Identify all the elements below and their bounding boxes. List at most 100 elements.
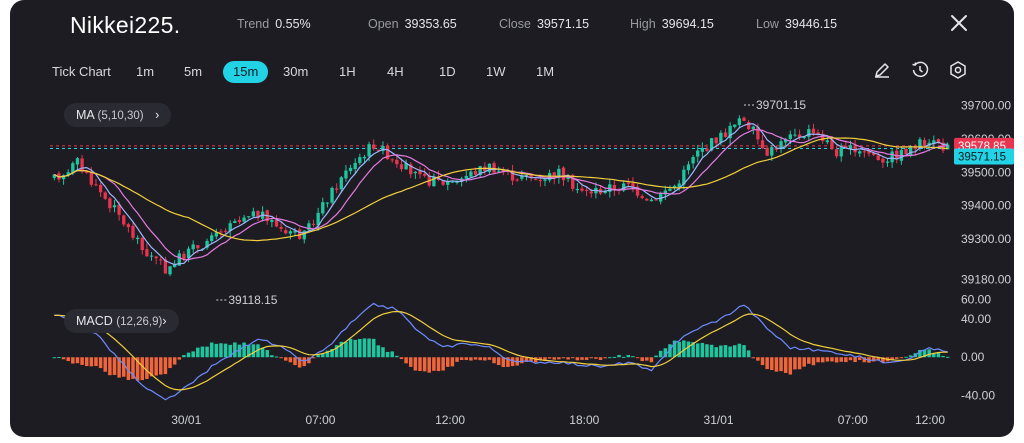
macd-histogram-bar: [751, 357, 756, 359]
macd-histogram-bar: [672, 340, 677, 358]
macd-histogram-bar: [233, 342, 237, 358]
candle-body: [307, 223, 311, 230]
candle-body: [871, 153, 876, 155]
candle-body: [802, 137, 806, 139]
candle-body: [848, 145, 853, 149]
candle-body: [279, 226, 283, 229]
candle-body: [432, 176, 436, 187]
settings-hex-icon[interactable]: [948, 60, 968, 80]
timeframe-5m[interactable]: 5m: [184, 64, 203, 79]
macd-histogram-bar: [594, 357, 598, 359]
candle-body: [946, 144, 950, 150]
macd-histogram-bar: [566, 357, 570, 360]
macd-histogram-bar: [316, 354, 320, 358]
candle-body: [885, 161, 890, 163]
macd-histogram-bar: [830, 357, 834, 362]
macd-histogram-bar: [75, 357, 80, 364]
macd-histogram-bar: [635, 357, 640, 359]
macd-histogram-bar: [797, 357, 802, 370]
candle-body: [793, 134, 797, 136]
macd-histogram-bar: [686, 341, 691, 358]
low-stat: Low 39446.15: [756, 17, 837, 31]
candle-body: [621, 183, 626, 191]
timeframe-1h[interactable]: 1H: [339, 64, 356, 79]
time-axis-label: 18:00: [569, 413, 599, 427]
candle-body: [284, 230, 288, 234]
candle-body: [117, 204, 121, 215]
candle-body: [367, 144, 371, 157]
ma10-line: [54, 129, 948, 261]
candle-body: [335, 188, 339, 190]
macd-histogram-bar: [145, 357, 149, 379]
candle-body: [311, 223, 316, 225]
timeframe-1w[interactable]: 1W: [486, 64, 506, 79]
macd-histogram-bar: [682, 340, 686, 358]
macd-histogram-bar: [876, 357, 881, 361]
candle-body: [251, 211, 256, 217]
candle-body: [709, 138, 714, 151]
timeframe-1mo[interactable]: 1M: [536, 64, 555, 79]
candle-body: [663, 190, 667, 195]
macd-histogram-bar: [756, 357, 760, 361]
min-price-label: 39118.15: [228, 293, 277, 307]
candle-body: [145, 249, 149, 257]
macd-histogram-bar: [339, 341, 344, 358]
ma-indicator-pill[interactable]: MA (5,10,30) ›: [64, 103, 172, 127]
candle-body: [85, 170, 89, 173]
macd-histogram-bar: [293, 357, 297, 366]
candle-body: [571, 175, 575, 189]
candle-body: [589, 191, 593, 194]
macd-histogram-bar: [66, 357, 70, 362]
open-value: 39353.65: [404, 17, 457, 31]
candle-body: [163, 259, 168, 274]
timer-icon[interactable]: [910, 60, 930, 80]
close-icon[interactable]: [948, 12, 970, 34]
macd-histogram-bar: [441, 357, 445, 371]
macd-histogram-bar: [270, 355, 274, 358]
macd-histogram-bar: [418, 357, 422, 372]
pencil-icon[interactable]: [872, 60, 892, 80]
candle-body: [61, 175, 66, 180]
timeframe-30m[interactable]: 30m: [283, 64, 309, 79]
timeframe-15m[interactable]: 15m: [223, 61, 269, 83]
candle-body: [746, 122, 751, 130]
macd-histogram-bar: [103, 357, 107, 372]
macd-histogram-bar: [557, 357, 561, 360]
macd-histogram-bar: [677, 341, 681, 358]
candle-body: [719, 132, 723, 143]
candle-body: [409, 164, 413, 175]
price-axis-label: 39500.00: [961, 165, 1011, 179]
candle-body: [774, 148, 779, 150]
candle-body: [80, 158, 84, 172]
candle-body: [612, 184, 617, 191]
timeframe-4h[interactable]: 4H: [387, 64, 404, 79]
candle-body: [626, 182, 630, 184]
macd-indicator-pill[interactable]: MACD (12,26,9)›: [64, 309, 179, 333]
high-value: 39694.15: [661, 17, 714, 31]
macd-histogram-bar: [432, 357, 436, 371]
macd-histogram-bar: [80, 357, 84, 365]
macd-histogram-bar: [483, 357, 487, 361]
candle-body: [228, 223, 232, 231]
macd-histogram-bar: [330, 349, 334, 358]
macd-histogram-bar: [385, 351, 390, 358]
macd-histogram-bar: [219, 343, 223, 358]
ma5-line: [54, 123, 948, 266]
price-axis-label: 39700.00: [961, 98, 1011, 112]
macd-histogram-bar: [191, 351, 195, 358]
macd-histogram-bar: [459, 357, 464, 361]
timeframe-1m[interactable]: 1m: [136, 64, 155, 79]
candle-body: [779, 141, 783, 150]
candle-body: [186, 248, 191, 259]
chart-area[interactable]: 39700.0039600.0039500.0039400.0039300.00…: [10, 0, 1014, 437]
macd-histogram-bar: [492, 357, 496, 364]
candle-body: [696, 150, 700, 157]
macd-histogram-bar: [612, 356, 617, 358]
timeframe-tick-chart[interactable]: Tick Chart: [52, 64, 111, 79]
timeframe-1d[interactable]: 1D: [439, 64, 456, 79]
macd-histogram-bar: [654, 355, 658, 358]
macd-histogram-bar: [575, 357, 580, 361]
macd-histogram-bar: [302, 357, 307, 367]
candle-body: [182, 253, 186, 260]
macd-histogram-bar: [450, 357, 455, 367]
